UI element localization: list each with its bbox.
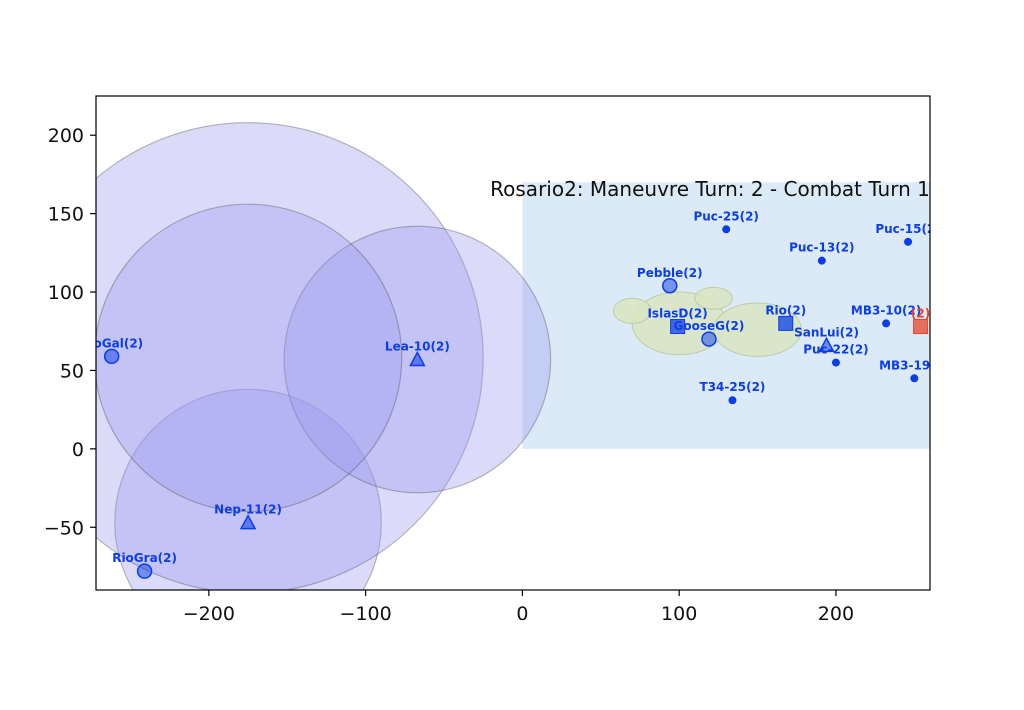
- unit-marker: [409, 350, 426, 367]
- unit-marker: [913, 319, 929, 335]
- x-tick-label: 0: [516, 603, 528, 625]
- unit-marker: [882, 319, 891, 328]
- unit-marker: [136, 563, 153, 579]
- unit-marker: [817, 256, 826, 265]
- unit-label: Puc-22(2): [803, 343, 868, 357]
- chart-title: Rosario2: Maneuvre Turn: 2 - Combat Turn…: [490, 177, 930, 201]
- unit-label: Puc-25(2): [693, 209, 758, 223]
- unit-marker: [818, 336, 835, 353]
- unit-label: (2): [911, 307, 930, 321]
- unit-marker: [904, 237, 913, 246]
- y-tick-label: 150: [48, 204, 84, 226]
- unit-label: Lea-10(2): [385, 339, 450, 353]
- range-circle: [96, 203, 403, 513]
- map-island: [694, 286, 733, 310]
- unit-marker: [670, 319, 686, 335]
- x-tick-label: 200: [818, 603, 854, 625]
- ticks: −200 −100 0 100 200 −50 0 50 100 150 200: [44, 125, 854, 625]
- unit-marker: [728, 396, 737, 405]
- x-tick-label: 100: [661, 603, 697, 625]
- y-tick-label: 200: [48, 125, 84, 147]
- unit-label: Pebble(2): [637, 266, 703, 280]
- y-tick-label: −50: [44, 517, 84, 539]
- unit-label: Rio(2): [765, 303, 806, 317]
- x-tick-label: −200: [183, 603, 235, 625]
- unit-marker: [701, 331, 717, 347]
- unit-label: RioGra(2): [112, 551, 177, 565]
- unit-label: IslasD(2): [647, 307, 707, 321]
- map-island: [612, 297, 652, 324]
- range-circle: [96, 122, 484, 590]
- unit-label: T34-25(2): [700, 380, 766, 394]
- y-tick-label: 50: [60, 360, 84, 382]
- unit-label: Puc-13(2): [789, 241, 854, 255]
- unit-label: Puc-15(2): [875, 222, 940, 236]
- range-circle: [114, 388, 382, 590]
- unit-marker: [910, 374, 919, 383]
- unit-marker: [662, 278, 678, 294]
- unit-label: MB3-10(2): [851, 303, 921, 317]
- unit-label: Nep-11(2): [214, 503, 282, 517]
- x-tick-label: −100: [340, 603, 392, 625]
- y-tick-label: 100: [48, 282, 84, 304]
- unit-label: MB3-19(2): [879, 358, 949, 372]
- unit-marker: [239, 513, 257, 530]
- axes-frame: [95, 95, 931, 591]
- unit-marker: [778, 315, 794, 331]
- unit-marker: [722, 225, 731, 234]
- unit-marker: [831, 358, 840, 367]
- unit-label: GooseG(2): [674, 319, 745, 333]
- y-tick-label: 0: [72, 439, 84, 461]
- unit-label: SanLui(2): [794, 325, 859, 339]
- units: RioGal(2) RioGra(2) Lea-10(2) Nep-11(2) Pebb…: [80, 209, 949, 579]
- unit-marker: [103, 348, 120, 365]
- unit-label: RioGal(2): [80, 336, 143, 350]
